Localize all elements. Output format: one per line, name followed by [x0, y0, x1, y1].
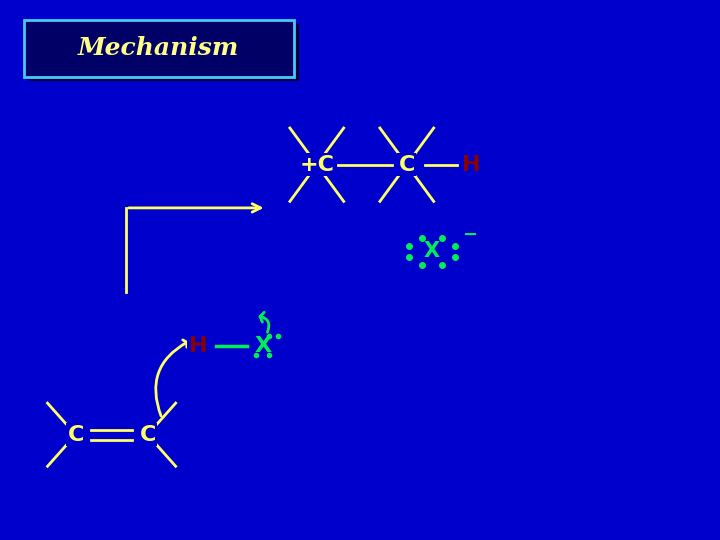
Text: Mechanism: Mechanism [78, 36, 239, 59]
Text: C: C [399, 154, 415, 175]
Text: X: X [424, 241, 440, 261]
FancyBboxPatch shape [29, 24, 299, 81]
Text: C: C [68, 424, 84, 445]
Text: X: X [254, 335, 271, 356]
Text: H: H [462, 154, 481, 175]
Text: C: C [140, 424, 156, 445]
Text: +C: +C [300, 154, 334, 175]
Text: H: H [189, 335, 207, 356]
FancyBboxPatch shape [24, 20, 294, 77]
Text: −: − [462, 226, 478, 244]
